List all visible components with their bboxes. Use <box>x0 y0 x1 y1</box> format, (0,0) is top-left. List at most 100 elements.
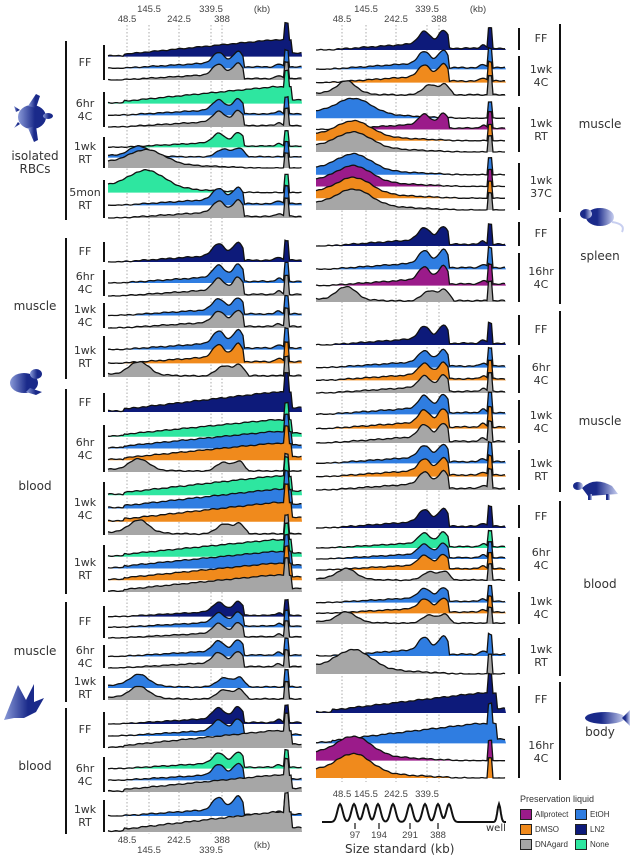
trace-fill-dnagard <box>316 563 506 581</box>
frog-icon <box>10 369 42 395</box>
condition-label: 1wk RT <box>73 555 97 582</box>
legend-swatch <box>520 839 532 850</box>
trace-fill-etoh <box>316 703 506 744</box>
trace-line <box>108 95 302 116</box>
legend-label: Allprotect <box>535 810 569 819</box>
ladder-lower-tick: 194 <box>371 830 387 841</box>
sample-label: body <box>585 725 615 739</box>
sample-label: spleen <box>580 249 620 263</box>
condition-label: 1wk 4C <box>529 408 553 435</box>
trace-fill-none <box>316 530 506 548</box>
tick-label: 48.5 <box>332 14 352 25</box>
trace-fill-none <box>108 169 302 193</box>
trace-line <box>108 704 302 725</box>
trace-line <box>108 609 302 628</box>
trace-fill-etoh <box>108 669 302 688</box>
trace-line <box>107 401 302 438</box>
trace-fill-dmso <box>316 753 506 778</box>
condition-label: 1wk 4C <box>529 595 553 621</box>
trace-line <box>316 371 506 394</box>
legend: Preservation liquid Allprotect EtOH DMSO LN… <box>520 794 630 852</box>
condition-label: FF <box>534 227 548 240</box>
trace-line <box>107 637 302 658</box>
trace-line <box>108 680 302 701</box>
trace-fill-allprotect <box>316 263 506 286</box>
trace-fill-etoh <box>108 262 302 283</box>
condition-label: 16hr 4C <box>528 264 554 291</box>
condition-label: 6hr 4C <box>75 270 95 296</box>
trace-line <box>315 346 506 369</box>
condition-label: 6hr 4C <box>75 761 95 788</box>
tick-label: 339.5 <box>199 4 223 15</box>
legend-item: LN2 <box>575 822 630 837</box>
trace-line <box>316 541 506 560</box>
trace-fill-none <box>108 522 302 557</box>
trace-fill-dmso <box>316 595 506 614</box>
trace-fill-dnagard <box>108 149 302 168</box>
condition-label: 1wk RT <box>73 803 97 829</box>
trace-fill-dnagard <box>108 356 302 377</box>
trace-line <box>315 529 506 549</box>
tick-label: 388 <box>431 14 447 25</box>
trace-line <box>315 504 506 529</box>
trace-line <box>107 261 302 284</box>
legend-label: EtOH <box>590 810 610 819</box>
trace-fill-dnagard <box>108 198 302 218</box>
trace-line <box>107 60 302 81</box>
trace-line <box>315 176 506 199</box>
condition-label: 1wk RT <box>529 116 553 143</box>
ladder-lower-tick: 97 <box>349 830 361 841</box>
tick-label: 242.5 <box>167 835 191 846</box>
trace-fill-etoh <box>108 295 302 316</box>
trace-line <box>108 107 302 128</box>
trace-fill-dmso <box>108 483 302 522</box>
condition-label: FF <box>78 245 92 258</box>
trace-fill-none <box>108 402 302 437</box>
trace-fill-dnagard <box>316 281 506 302</box>
trace-fill-ln2 <box>316 223 506 246</box>
tick-label: 48.5 <box>117 835 137 846</box>
trace-fill-dnagard <box>316 189 506 210</box>
trace-fill-dnagard <box>316 468 506 490</box>
tick-label: 242.5 <box>384 14 408 25</box>
trace-line <box>316 584 506 604</box>
well-label: well <box>486 823 506 834</box>
trace-fill-dnagard <box>108 514 302 535</box>
legend-swatch <box>575 809 587 820</box>
sample-label: muscle <box>578 117 622 131</box>
turtle-icon <box>573 481 618 500</box>
trace-fill-dmso <box>316 61 506 83</box>
ladder-upper-tick: 339.5 <box>415 789 439 800</box>
condition-label: 1wk RT <box>73 139 97 166</box>
trace-line <box>315 130 505 153</box>
trace-line <box>316 27 506 51</box>
condition-label: 6hr 4C <box>75 96 95 123</box>
trace-line <box>107 712 302 749</box>
legend-item: DNAgard <box>520 837 575 852</box>
condition-label: 1wk RT <box>529 457 553 483</box>
condition-label: 16hr 4C <box>528 739 554 765</box>
trace-fill-none <box>108 456 302 496</box>
trace-line <box>108 307 302 329</box>
trace-fill-dmso <box>108 425 302 461</box>
legend-swatch <box>575 824 587 835</box>
condition-label: FF <box>534 32 548 45</box>
ladder-upper-tick: 242.5 <box>384 789 408 800</box>
trace-line <box>315 606 506 625</box>
trace-fill-dnagard <box>108 792 302 832</box>
legend-label: None <box>590 840 610 849</box>
trace-line <box>107 513 302 536</box>
trace-fill-ln2 <box>108 372 302 412</box>
ladder-upper-tick: 48.5 <box>332 789 352 800</box>
trace-line <box>315 453 506 478</box>
trace-fill-etoh <box>316 441 506 464</box>
trace-line <box>107 757 302 793</box>
sample-label: blood <box>583 577 617 591</box>
trace-line <box>108 294 302 317</box>
trace-fill-dmso <box>108 545 302 581</box>
trace-line <box>315 752 506 779</box>
trace-fill-dnagard <box>108 758 302 792</box>
fish-icon <box>585 710 630 726</box>
trace-fill-ln2 <box>316 27 506 50</box>
condition-label: 1wk 4C <box>529 63 553 89</box>
